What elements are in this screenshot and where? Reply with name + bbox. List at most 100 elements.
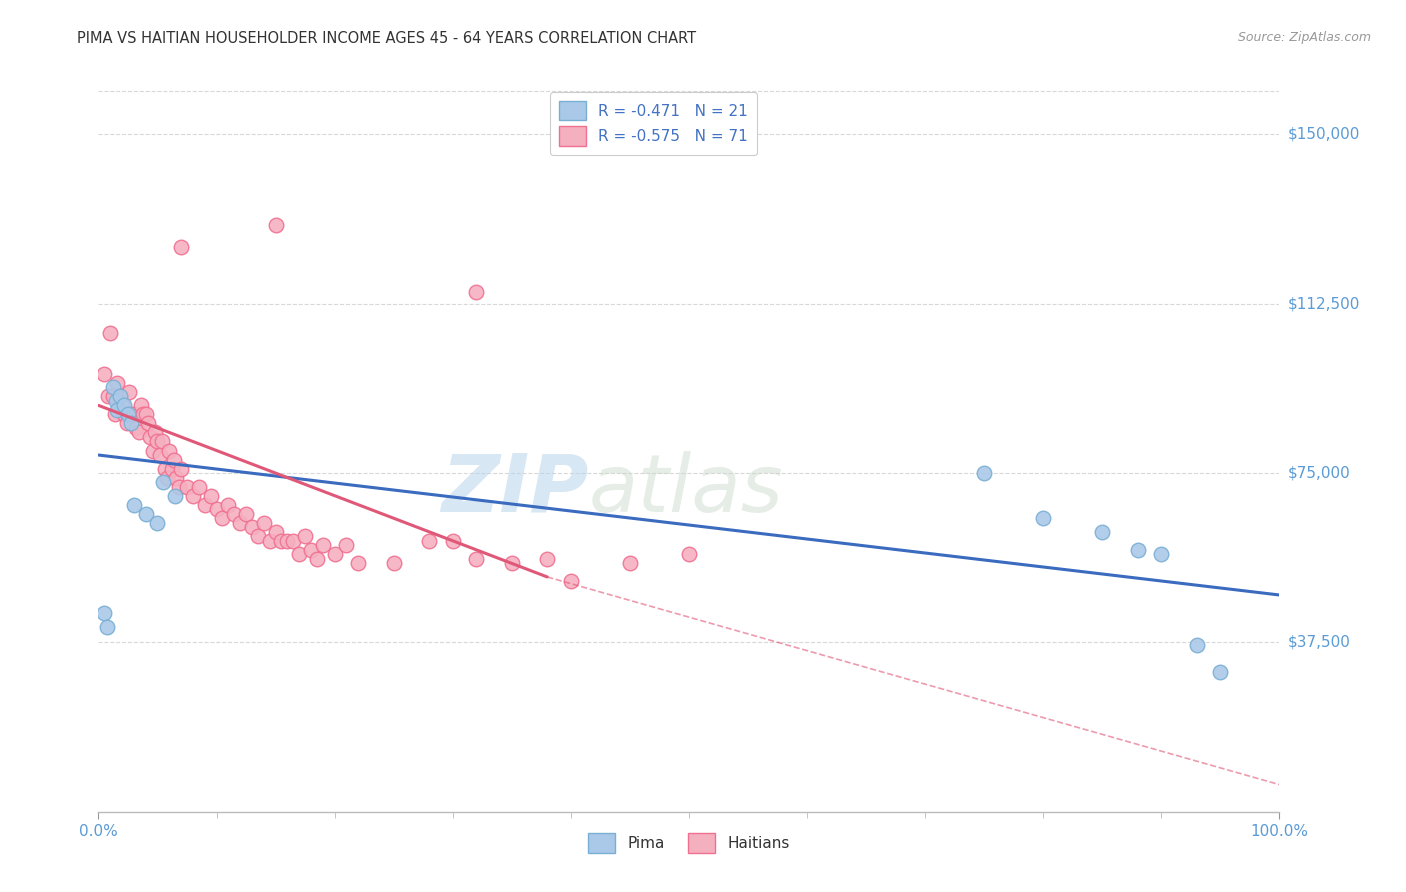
Point (112, 398, 135, 412)
Point (101, 380, 124, 394)
Legend: Pima, Haitians: Pima, Haitians (582, 827, 796, 859)
Point (335, 538, 357, 552)
Point (1185, 638, 1208, 652)
Point (1032, 511, 1054, 525)
Point (122, 408, 145, 422)
Text: $112,500: $112,500 (1288, 296, 1360, 311)
Point (165, 470, 187, 484)
Point (108, 389, 131, 403)
Point (165, 489, 187, 503)
Point (181, 489, 204, 503)
Point (323, 547, 346, 561)
Point (156, 470, 179, 484)
Text: Source: ZipAtlas.com: Source: ZipAtlas.com (1237, 31, 1371, 45)
Point (217, 498, 239, 512)
Point (418, 533, 440, 548)
Point (1126, 542, 1149, 557)
Point (98, 326, 121, 340)
Point (105, 403, 128, 417)
Point (224, 507, 246, 521)
Point (205, 502, 228, 516)
Point (128, 425, 150, 440)
Point (105, 376, 128, 390)
Point (93, 367, 115, 381)
Point (97, 389, 120, 403)
Point (125, 421, 148, 435)
Point (211, 511, 233, 525)
Point (142, 443, 165, 458)
Point (101, 389, 124, 403)
Point (240, 520, 263, 534)
Point (118, 384, 141, 399)
Point (150, 434, 173, 449)
Point (112, 408, 135, 422)
Point (132, 408, 155, 422)
Point (135, 408, 157, 422)
Point (560, 574, 582, 589)
Text: PIMA VS HAITIAN HOUSEHOLDER INCOME AGES 45 - 64 YEARS CORRELATION CHART: PIMA VS HAITIAN HOUSEHOLDER INCOME AGES … (77, 31, 696, 46)
Point (264, 218, 287, 232)
Point (465, 285, 488, 300)
Point (160, 461, 183, 475)
Point (187, 480, 209, 494)
Point (135, 507, 157, 521)
Point (465, 552, 488, 566)
Point (1209, 665, 1232, 679)
Point (299, 542, 322, 557)
Point (115, 417, 138, 431)
Point (167, 480, 190, 494)
Point (170, 240, 193, 254)
Text: $75,000: $75,000 (1288, 466, 1351, 481)
Point (117, 408, 139, 422)
Point (108, 389, 131, 403)
Point (176, 480, 198, 494)
Point (200, 489, 222, 503)
Point (122, 498, 145, 512)
Point (288, 547, 311, 561)
Point (1091, 524, 1114, 539)
Point (253, 516, 276, 530)
Point (973, 466, 995, 480)
Point (1150, 547, 1173, 561)
Point (121, 408, 143, 422)
Point (121, 417, 143, 431)
Point (259, 533, 281, 548)
Point (229, 516, 252, 530)
Point (111, 398, 134, 412)
Point (678, 547, 700, 561)
Point (305, 552, 328, 566)
Point (312, 538, 335, 552)
Point (105, 393, 128, 408)
Point (441, 533, 464, 548)
Point (536, 552, 558, 566)
Point (96, 619, 118, 633)
Point (157, 443, 180, 458)
Point (146, 516, 169, 530)
Point (143, 425, 166, 440)
Point (152, 475, 174, 489)
Point (619, 557, 641, 571)
Point (294, 529, 316, 543)
Point (276, 533, 298, 548)
Point (149, 448, 172, 462)
Point (104, 408, 127, 422)
Point (382, 557, 405, 571)
Point (194, 498, 217, 512)
Text: atlas: atlas (589, 450, 783, 529)
Point (347, 557, 370, 571)
Point (146, 434, 169, 449)
Point (139, 430, 162, 444)
Text: $37,500: $37,500 (1288, 635, 1351, 650)
Point (283, 533, 305, 548)
Text: ZIP: ZIP (441, 450, 589, 529)
Point (235, 507, 257, 521)
Point (264, 524, 287, 539)
Point (93, 606, 115, 620)
Point (163, 452, 186, 467)
Point (501, 557, 523, 571)
Point (136, 417, 159, 431)
Point (129, 398, 152, 412)
Point (246, 529, 269, 543)
Point (153, 461, 176, 475)
Point (170, 461, 193, 475)
